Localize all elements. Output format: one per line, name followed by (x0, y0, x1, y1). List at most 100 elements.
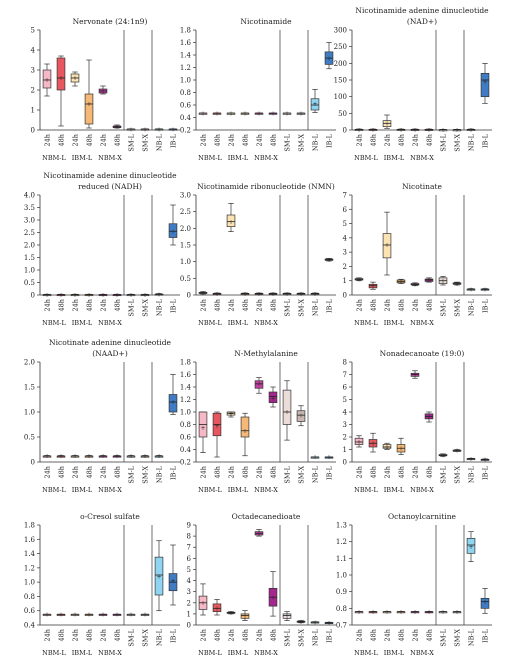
mean-marker: + (440, 452, 445, 459)
box-24h: + (42, 292, 52, 299)
x-tick-label: 48h (270, 466, 278, 478)
mean-marker: + (170, 126, 175, 133)
x-tick-label: SM-X (142, 299, 150, 317)
mean-marker: + (398, 609, 403, 616)
mean-marker: + (468, 456, 473, 463)
y-tick-label: 0.9 (336, 588, 347, 596)
box-body (56, 57, 66, 91)
mean-marker: + (100, 292, 105, 299)
box-body (382, 444, 392, 449)
box-24h: + (70, 71, 80, 87)
x-tick-label: 48h (270, 299, 278, 311)
x-tick-label: 48h (242, 134, 250, 146)
y-tick-label: 300 (334, 27, 347, 35)
chart-panel-1: Nervonate (24:1n9) 0 1 2 3 4 5 + + + + + + + + + +24h 48h… (31, 17, 180, 162)
box-sm-l: + (126, 292, 136, 299)
mean-marker: + (468, 544, 473, 551)
mean-marker: + (242, 613, 247, 620)
mean-marker: + (398, 127, 403, 134)
box-48h: + (368, 127, 378, 134)
x-tick-label: NB-L (468, 133, 476, 151)
mean-marker: + (298, 619, 303, 626)
x-tick-label: 24h (228, 466, 236, 478)
x-tick-label: 48h (270, 629, 278, 641)
y-tick-label: 1.4 (180, 52, 192, 60)
group-label: NBM-L (42, 154, 66, 162)
y-tick-label: 1.0 (24, 579, 35, 587)
box-48h: + (112, 611, 122, 618)
box-24h: + (98, 292, 108, 299)
box-48h: + (268, 110, 278, 117)
group-label: NBM-L (198, 649, 222, 657)
mean-marker: + (44, 77, 49, 84)
mean-marker: + (86, 611, 91, 618)
mean-marker: + (156, 126, 161, 133)
x-tick-label: 48h (114, 299, 122, 311)
y-tick-label: 0.6 (180, 434, 192, 442)
mean-marker: + (412, 127, 417, 134)
x-tick-label: IB-L (170, 465, 178, 480)
y-tick-label: 2.0 (24, 359, 35, 367)
x-tick-label: 24h (44, 134, 52, 146)
y-tick-label: 200 (334, 60, 347, 68)
box-nb-l: + (466, 286, 476, 293)
box-sm-x: + (140, 453, 150, 460)
mean-marker: + (86, 453, 91, 460)
box-sm-l: + (282, 380, 292, 441)
chart-title: Nervonate (24:1n9) (73, 17, 148, 26)
group-label: NBM-X (98, 486, 122, 494)
mean-marker: + (100, 611, 105, 618)
y-tick-label: 0.2 (180, 127, 191, 135)
box-48h: + (396, 609, 406, 616)
y-tick-label: 0 (187, 292, 191, 300)
box-ib-l: + (168, 126, 178, 133)
x-tick-label: 48h (86, 299, 94, 311)
box-48h: + (112, 453, 122, 460)
chart-title: Nicotinamide ribonucleotide (NMN) (197, 182, 335, 191)
x-tick-label: 48h (426, 466, 434, 478)
mean-marker: + (200, 425, 205, 432)
mean-marker: + (482, 79, 487, 86)
group-label: NBM-X (254, 319, 278, 327)
mean-marker: + (468, 286, 473, 293)
box-sm-l: + (282, 291, 292, 298)
group-label: NBM-L (354, 154, 378, 162)
box-48h: + (212, 291, 222, 298)
y-tick-label: 0.5 (24, 434, 35, 442)
x-tick-label: 24h (228, 134, 236, 146)
y-tick-label: 3.0 (180, 192, 191, 200)
mean-marker: + (128, 453, 133, 460)
group-label: NBM-L (42, 486, 66, 494)
x-tick-label: 48h (214, 134, 222, 146)
box-24h: + (198, 290, 208, 297)
chart-panel-3: Nicotinamide adenine dinucleotide (NAD+) 0… (334, 6, 492, 162)
box-ib-l: + (480, 457, 490, 464)
mean-marker: + (72, 292, 77, 299)
group-label: IBM-L (228, 154, 249, 162)
mean-marker: + (58, 75, 63, 82)
mean-marker: + (214, 110, 219, 117)
y-tick-label: 1 (31, 107, 35, 115)
box-body (254, 380, 264, 389)
x-tick-label: 24h (384, 134, 392, 146)
box-body (226, 214, 236, 228)
box-body (240, 416, 250, 438)
mean-marker: + (114, 292, 119, 299)
x-tick-label: SM-X (298, 629, 306, 647)
group-label: IBM-L (384, 319, 405, 327)
mean-marker: + (298, 110, 303, 117)
y-tick-label: 1.5 (180, 242, 191, 250)
mean-marker: + (114, 453, 119, 460)
x-tick-label: 48h (58, 134, 66, 146)
box-sm-l: + (282, 611, 292, 621)
box-body (84, 93, 94, 125)
box-body (282, 389, 292, 425)
y-tick-label: 8 (343, 359, 347, 367)
x-tick-label: 48h (114, 466, 122, 478)
x-tick-label: NB-L (468, 298, 476, 316)
mean-marker: + (228, 411, 233, 418)
y-tick-label: 0 (343, 292, 347, 300)
y-tick-label: 7 (343, 371, 347, 379)
